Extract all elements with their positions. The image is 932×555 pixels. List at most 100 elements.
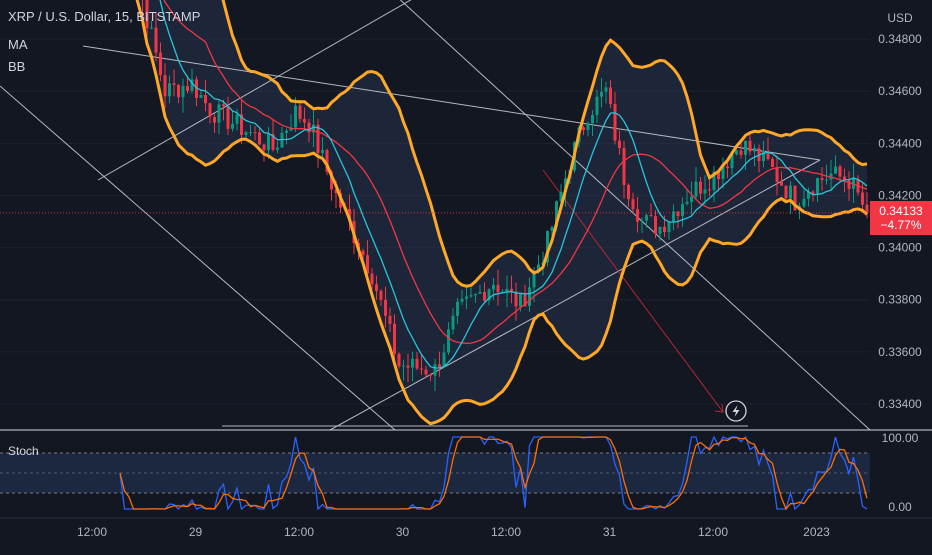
candle xyxy=(397,352,401,369)
candle xyxy=(586,121,590,137)
candle xyxy=(640,217,644,234)
lightning-icon[interactable] xyxy=(725,400,747,422)
candle xyxy=(168,75,171,104)
candle xyxy=(550,225,554,236)
candle xyxy=(240,100,243,144)
candle xyxy=(528,277,531,312)
candle xyxy=(402,359,405,381)
candle xyxy=(519,293,522,312)
candle xyxy=(190,68,194,94)
candle xyxy=(681,197,684,228)
candle xyxy=(690,181,693,215)
candle xyxy=(780,171,783,186)
candle xyxy=(406,353,410,383)
candle xyxy=(784,185,788,202)
main-pane xyxy=(0,0,871,431)
candle xyxy=(370,268,374,290)
time-tick-label: 2023 xyxy=(803,525,830,539)
price-tick-label: 0.33800 xyxy=(878,293,922,307)
price-tick-label: 0.33600 xyxy=(878,345,922,359)
candle xyxy=(631,192,635,213)
candle xyxy=(393,314,396,360)
candle xyxy=(726,161,729,178)
bollinger-lower-band xyxy=(135,0,868,426)
candle xyxy=(609,80,612,108)
candle xyxy=(658,226,662,241)
stoch-label: Stoch xyxy=(8,444,39,458)
candle xyxy=(595,89,599,124)
candle xyxy=(834,155,837,174)
last-price-tag: 0.34133 −4.77% xyxy=(870,200,932,235)
candle xyxy=(145,0,149,42)
bollinger-basis-line xyxy=(163,0,868,344)
candle xyxy=(802,189,806,209)
stoch-tick-0: 0.00 xyxy=(888,500,912,514)
candle xyxy=(231,110,234,132)
candle xyxy=(478,284,482,294)
candle xyxy=(226,96,230,135)
candle xyxy=(195,76,198,107)
price-tick-label: 0.34400 xyxy=(878,136,922,150)
candle xyxy=(325,148,329,176)
bollinger-upper-band xyxy=(221,0,868,288)
candle xyxy=(177,84,180,104)
candle xyxy=(514,282,518,321)
candle xyxy=(591,110,594,136)
candle xyxy=(172,69,176,97)
moving-average-line xyxy=(159,0,868,369)
candles xyxy=(142,0,869,391)
candle xyxy=(492,278,495,300)
stoch-tick-100: 100.00 xyxy=(882,431,919,445)
candle xyxy=(388,307,392,333)
candle xyxy=(411,351,414,382)
candle xyxy=(244,130,248,138)
price-tick-label: 0.34800 xyxy=(878,32,922,46)
trendlines xyxy=(0,0,871,431)
candle xyxy=(613,91,617,145)
candle xyxy=(163,63,167,109)
time-tick-label: 30 xyxy=(396,525,410,539)
time-tick-label: 12:00 xyxy=(698,525,728,539)
channel-line-upper[interactable] xyxy=(97,0,428,181)
candle xyxy=(645,213,648,228)
candle xyxy=(838,164,842,182)
candle xyxy=(825,164,828,185)
candle xyxy=(789,181,792,215)
candle xyxy=(429,373,432,382)
candle xyxy=(721,157,725,189)
candle xyxy=(433,358,437,391)
candle xyxy=(483,282,486,302)
candle xyxy=(217,100,221,135)
price-axis[interactable]: 0.34800 0.34600 0.34400 0.34200 0.34000 0.338… xyxy=(878,32,922,411)
candle xyxy=(627,183,630,207)
candle xyxy=(379,288,383,306)
candle xyxy=(253,125,257,141)
candle xyxy=(267,126,270,159)
candle xyxy=(276,141,279,154)
candle xyxy=(811,190,815,202)
candle xyxy=(739,142,743,159)
candle xyxy=(748,131,752,156)
candle xyxy=(213,114,216,133)
candle xyxy=(636,196,639,233)
last-price-value: 0.34133 xyxy=(879,203,923,218)
time-axis[interactable]: 12:00 29 12:00 30 12:00 31 12:00 2023 xyxy=(77,525,830,539)
candle xyxy=(451,308,455,335)
lower-trendline[interactable] xyxy=(329,159,821,431)
bollinger-band-fill xyxy=(137,0,867,424)
indicator-bb-label[interactable]: BB xyxy=(8,59,26,74)
candle xyxy=(456,297,459,324)
stoch-pane: Stoch 100.00 0.00 xyxy=(0,431,919,514)
indicator-ma-label[interactable]: MA xyxy=(8,37,28,52)
price-tick-label: 0.34000 xyxy=(878,241,922,255)
candle xyxy=(523,284,527,308)
candle xyxy=(771,157,774,168)
candle xyxy=(730,152,734,176)
time-tick-label: 12:00 xyxy=(491,525,521,539)
candle xyxy=(303,107,306,131)
candle xyxy=(654,209,657,239)
channel-line-lower[interactable] xyxy=(0,85,396,431)
candle xyxy=(316,118,320,168)
symbol-title[interactable]: XRP / U.S. Dollar, 15, BITSTAMP xyxy=(8,9,201,24)
